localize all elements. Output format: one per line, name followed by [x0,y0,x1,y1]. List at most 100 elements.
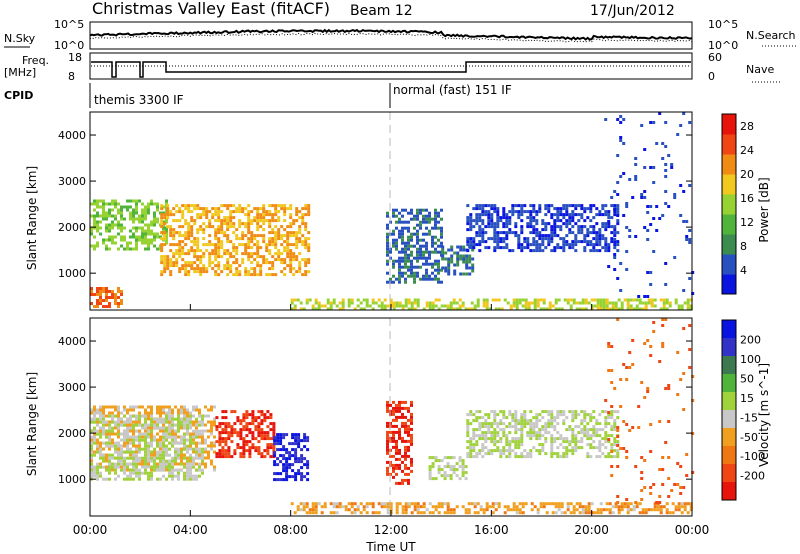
echo-cell [117,202,120,206]
echo-cell [236,416,240,420]
echo-cell [159,459,162,463]
echo-cell [285,433,289,437]
echo-cell [619,289,623,292]
echo-cell [353,502,357,506]
echo-cell [290,301,294,305]
echo-cell [407,307,411,311]
echo-cell [150,465,153,469]
echo-cell [242,413,246,417]
echo-cell [520,204,524,208]
echo-cell [469,213,473,217]
echo-cell [257,422,261,426]
echo-cell [162,474,165,478]
echo-cell [296,508,300,512]
echo-cell [195,405,198,409]
echo-cell [171,423,174,427]
echo-cell [526,434,530,438]
echo-cell [473,502,477,506]
echo-cell [464,477,468,481]
echo-cell [208,222,212,226]
echo-cell [96,408,99,412]
colorbar-swatch [722,392,736,411]
echo-cell [277,204,281,208]
echo-cell [256,207,260,211]
echo-cell [640,196,644,199]
echo-cell [195,447,198,451]
echo-cell [257,416,261,420]
echo-cell [135,471,138,475]
echo-cell [410,271,413,275]
echo-cell [511,449,515,453]
echo-cell [198,423,201,427]
echo-cell [667,420,671,423]
echo-cell [458,456,462,460]
echo-cell [189,411,192,415]
echo-cell [250,219,254,223]
echo-cell [332,298,336,302]
echo-cell [422,250,425,254]
echo-cell [461,474,465,478]
echo-cell [178,234,182,238]
echo-cell [159,417,162,421]
echo-cell [120,226,123,230]
echo-cell [466,228,470,232]
echo-cell [141,211,144,215]
echo-cell [168,459,171,463]
echo-cell [132,468,135,472]
echo-cell [168,417,171,421]
echo-cell [274,204,278,208]
echo-cell [165,199,168,203]
echo-cell [208,258,212,262]
echo-cell [111,426,114,430]
echo-cell [271,213,275,217]
echo-cell [114,420,117,424]
echo-cell [304,225,308,229]
echo-cell [232,210,236,214]
echo-cell [638,511,642,515]
echo-cell [171,474,174,478]
echo-cell [568,231,572,235]
echo-cell [604,213,608,217]
echo-cell [239,446,243,450]
echo-cell [117,474,120,478]
echo-cell [565,428,569,432]
echo-cell [168,474,171,478]
echo-cell [226,261,230,265]
echo-cell [150,223,153,227]
echo-cell [413,298,417,302]
echo-cell [295,237,299,241]
echo-cell [241,252,245,256]
echo-cell [514,428,518,432]
echo-cell [632,298,636,302]
echo-cell [611,301,615,305]
echo-cell [96,462,99,466]
echo-cell [129,468,132,472]
echo-cell [202,270,206,274]
echo-cell [208,210,212,214]
echo-cell [517,240,521,244]
echo-cell [592,416,596,420]
echo-cell [298,264,302,268]
echo-cell [532,243,536,247]
echo-cell [472,449,476,453]
echo-cell [686,307,690,311]
echo-cell [189,468,192,472]
echo-cell [459,257,463,261]
echo-cell [256,240,260,244]
echo-cell [604,210,608,214]
echo-cell [602,508,606,512]
echo-cell [407,298,411,302]
echo-cell [350,505,354,509]
echo-cell [571,446,575,450]
echo-cell [598,237,602,241]
echo-cell [440,235,443,239]
echo-cell [172,234,176,238]
echo-cell [371,298,375,302]
echo-cell [298,216,302,220]
echo-cell [493,428,497,432]
echo-cell [622,447,626,450]
echo-cell [168,462,171,466]
echo-cell [289,249,293,253]
echo-cell [292,258,296,262]
echo-cell [466,452,470,456]
